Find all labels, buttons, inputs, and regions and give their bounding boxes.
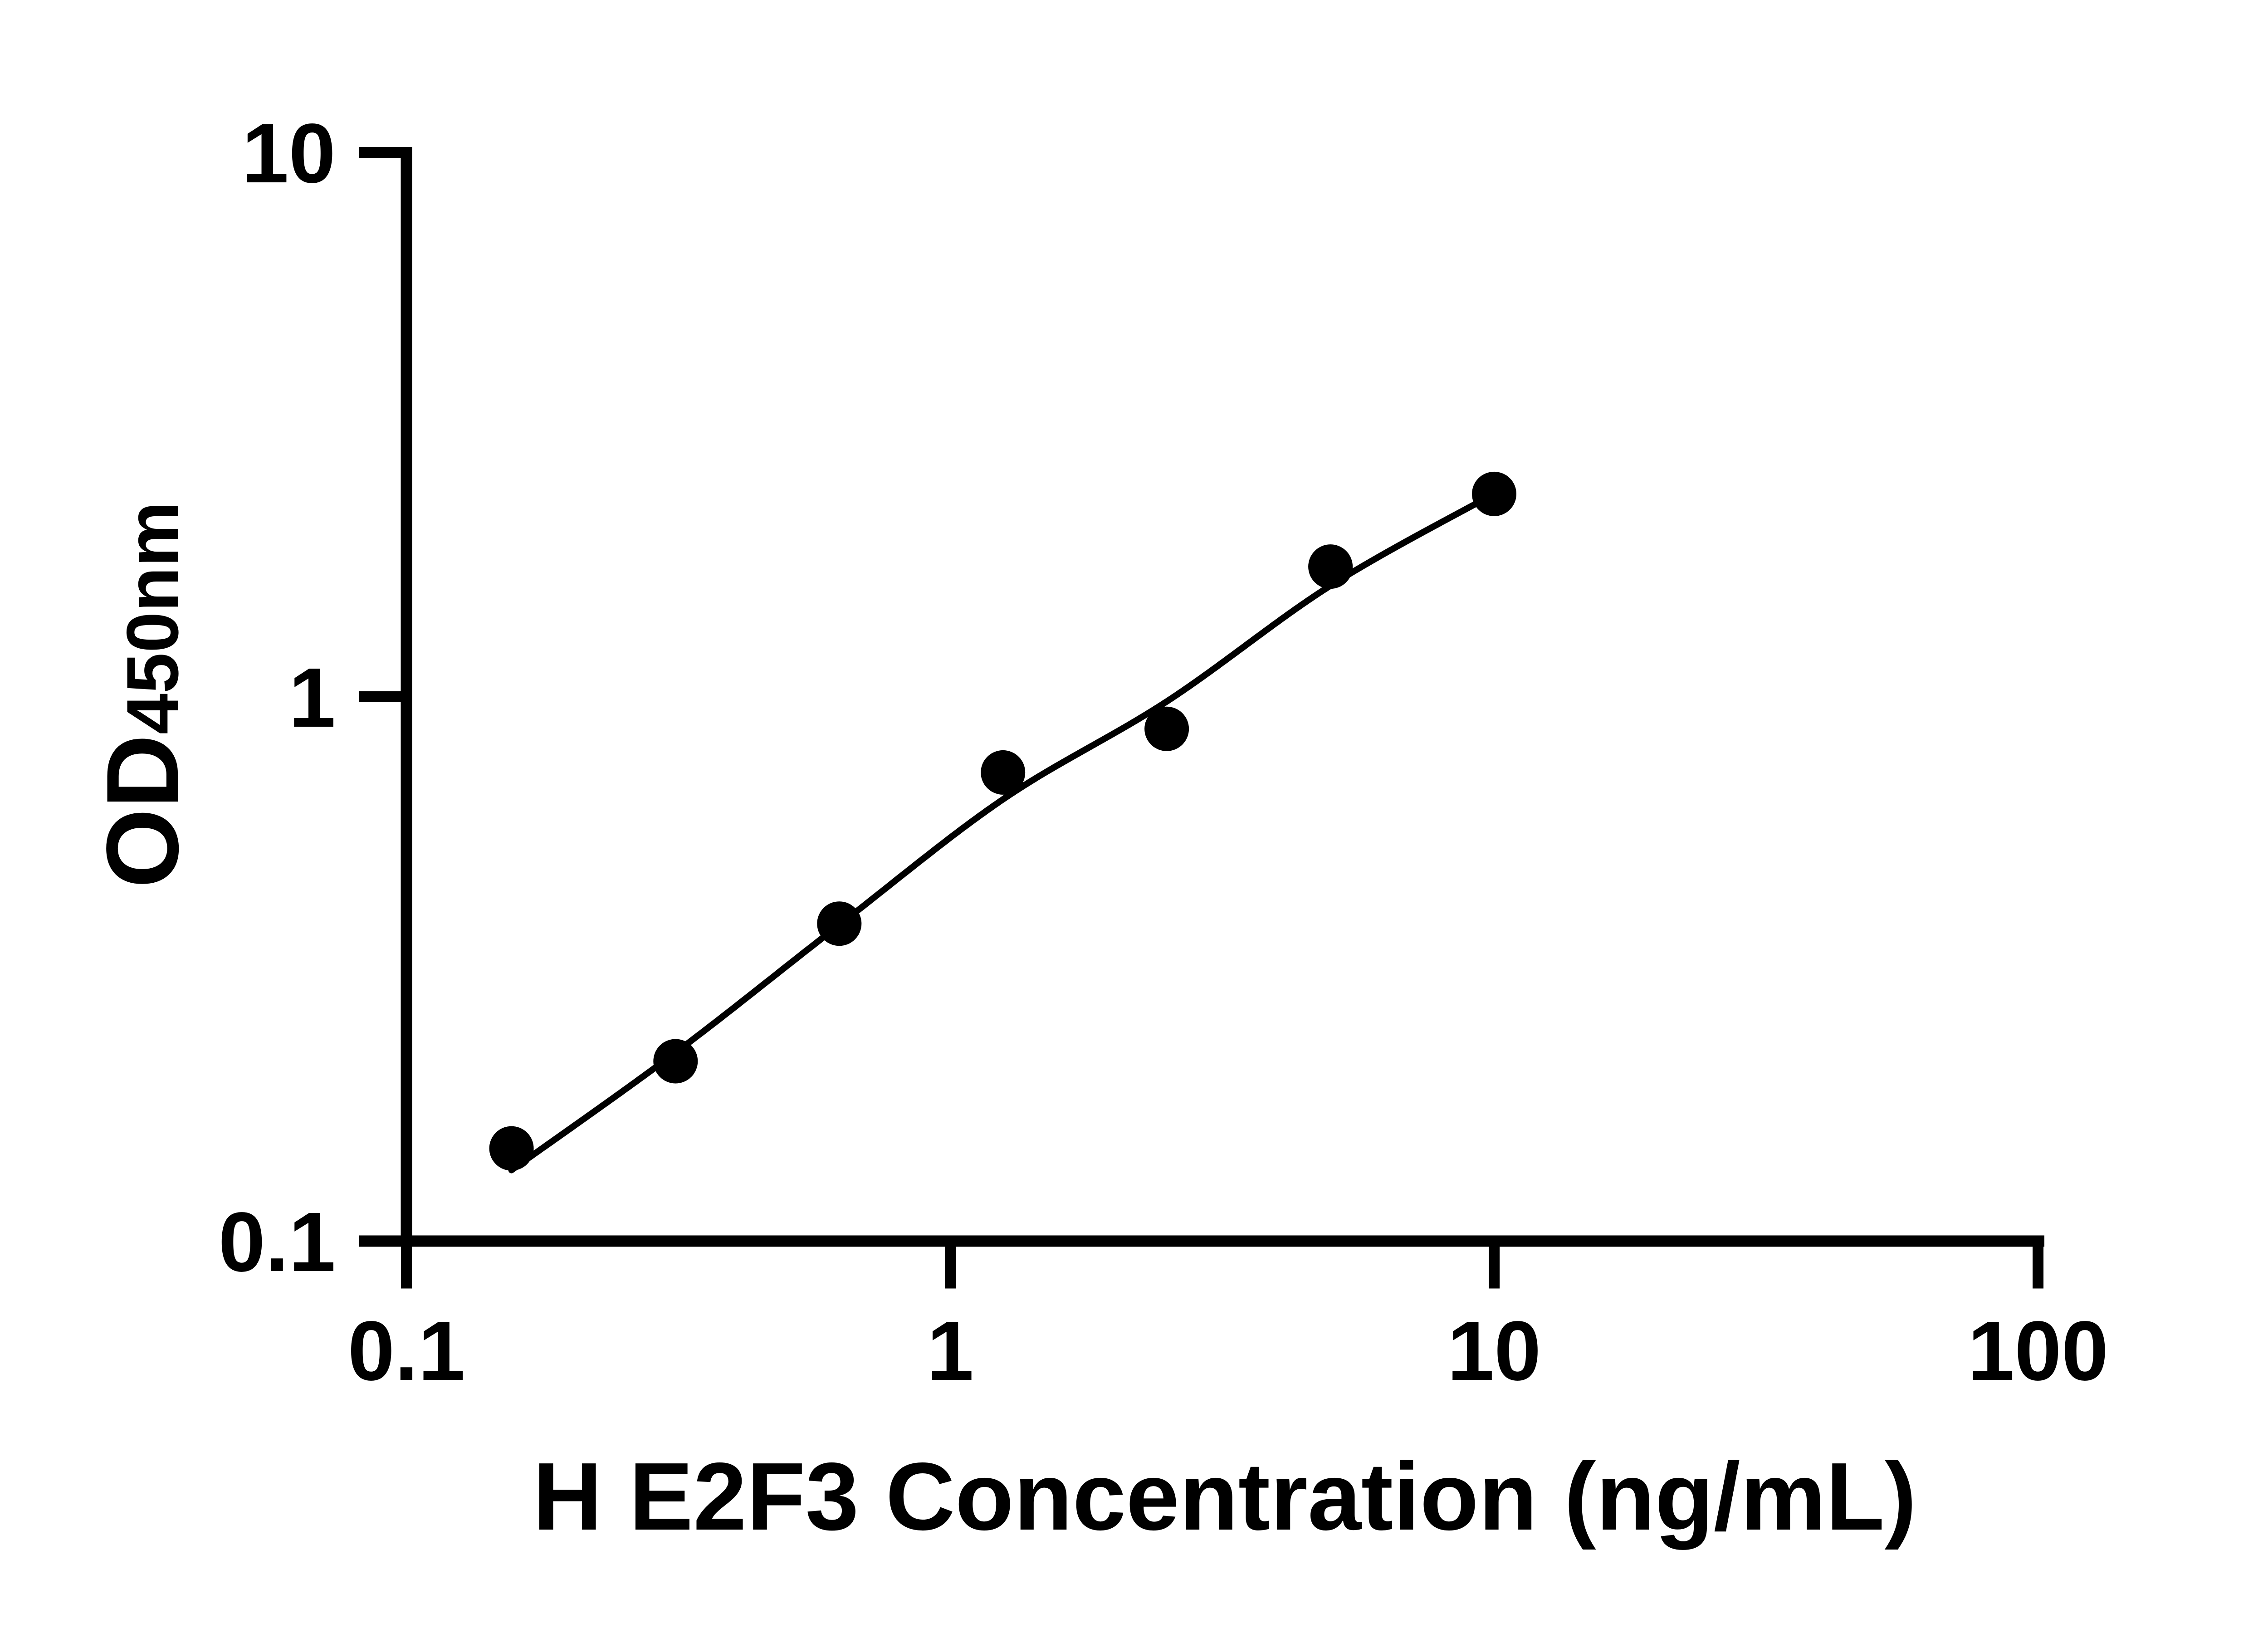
data-point-2.5	[1144, 706, 1189, 751]
data-point-10	[1472, 471, 1516, 516]
data-point-0.3125	[653, 1039, 698, 1084]
x-tick-label-0.1: 0.1	[348, 1304, 465, 1398]
y-axis-ticks	[359, 147, 401, 1247]
y-tick-label-1: 1	[289, 651, 336, 745]
x-tick-label-100: 100	[1968, 1304, 2108, 1398]
x-tick-label-10: 10	[1447, 1304, 1541, 1398]
x-axis-tick-labels: 0.1 1 10 100	[348, 1304, 2108, 1398]
x-axis-title: H E2F3 Concentration (ng/mL)	[533, 1442, 1917, 1550]
y-tick-label-10: 10	[242, 107, 336, 200]
data-point-0.625	[817, 901, 862, 946]
y-axis-title-sub: 450nm	[112, 502, 194, 734]
data-points	[489, 471, 1516, 1171]
data-point-1.25	[981, 750, 1026, 795]
x-axis-ticks	[401, 1247, 2043, 1289]
y-axis-title-main: OD	[85, 734, 200, 888]
x-tick-label-1: 1	[927, 1304, 973, 1398]
y-tick-label-0.1: 0.1	[218, 1195, 336, 1289]
data-point-5	[1308, 544, 1353, 589]
data-point-0.156	[489, 1126, 534, 1171]
axes	[359, 147, 2044, 1247]
y-axis-title: OD450nm	[85, 502, 200, 888]
y-axis-tick-labels: 10 1 0.1	[218, 107, 336, 1289]
